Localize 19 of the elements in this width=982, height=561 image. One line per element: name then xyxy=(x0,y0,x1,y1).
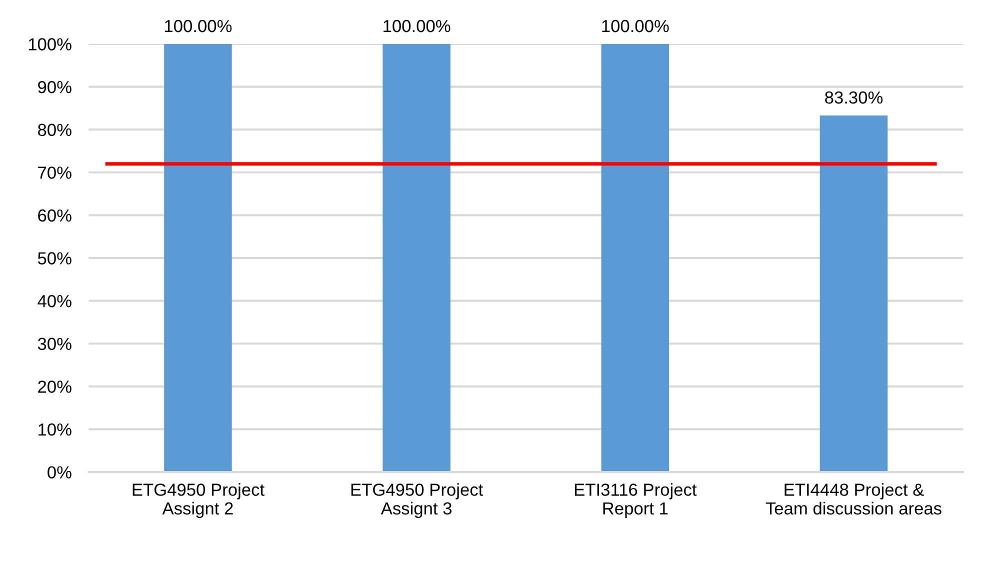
y-tick-label: 70% xyxy=(38,166,72,179)
data-label: 83.30% xyxy=(825,91,883,104)
y-tick-label: 100% xyxy=(28,38,72,50)
x-tick-label: ETI3116 Project Report 1 xyxy=(574,483,697,518)
y-tick-label: 80% xyxy=(38,124,72,136)
data-label: 100.00% xyxy=(384,20,450,32)
y-tick-label: 10% xyxy=(38,423,72,436)
x-tick-label: ETG4950 Project Assignt 2 xyxy=(132,483,264,518)
x-tick-label: ETG4950 Project Assignt 3 xyxy=(351,483,484,518)
data-label: 100.00% xyxy=(165,20,232,32)
data-label: 100.00% xyxy=(602,20,669,32)
y-tick-label: 60% xyxy=(38,209,72,222)
y-tick-label: 90% xyxy=(38,80,72,94)
y-tick-label: 50% xyxy=(38,252,72,264)
y-tick-label: 0% xyxy=(48,466,72,478)
y-tick-label: 30% xyxy=(38,338,72,350)
y-tick-label: 40% xyxy=(38,294,72,308)
y-tick-label: 20% xyxy=(38,380,72,393)
x-tick-label: ETI4448 Project & Team discussion areas xyxy=(766,483,942,515)
